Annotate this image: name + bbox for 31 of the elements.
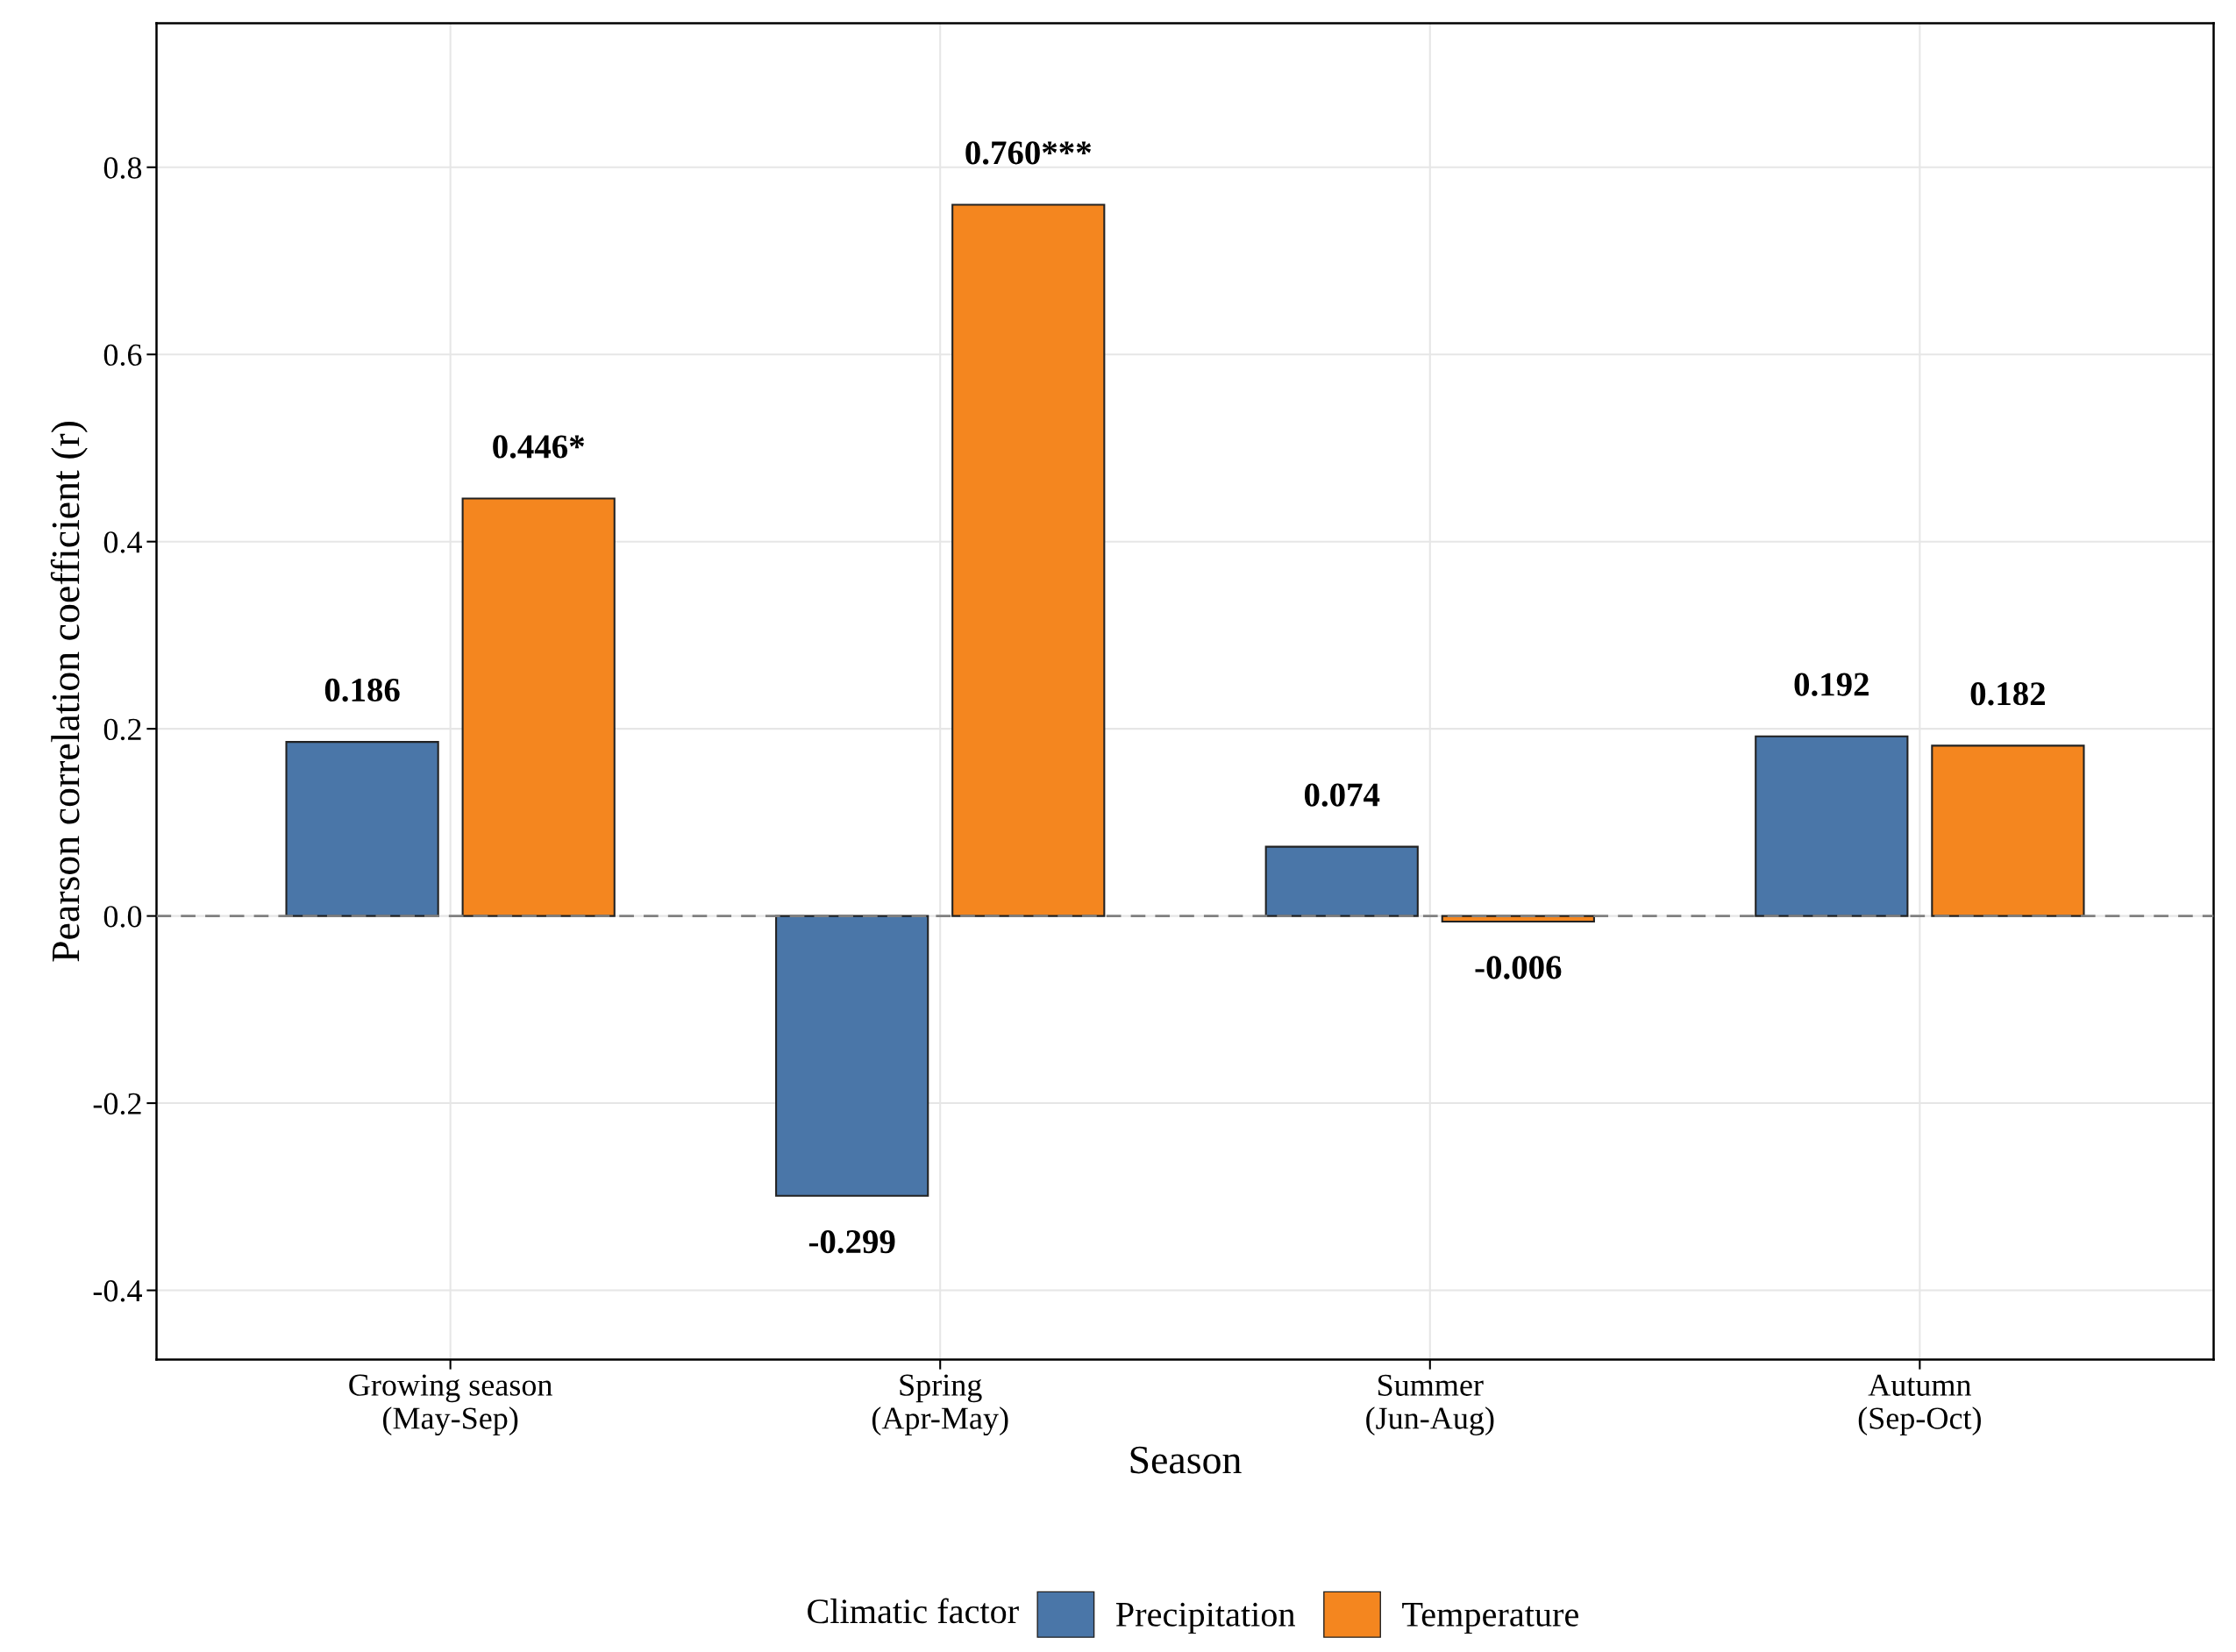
x-tick-label: Spring (Apr-May) (872, 1374, 1008, 1436)
bar (951, 203, 1106, 917)
legend-title: Climatic factor (808, 1598, 1019, 1624)
y-tick-label: 0.0 (103, 906, 142, 928)
x-tick-label: Growing season (May-Sep) (349, 1374, 552, 1436)
bar (1755, 735, 1909, 917)
y-tick-label: -0.2 (93, 1093, 141, 1115)
y-tick-label: 0.4 (103, 531, 142, 553)
legend-label: Temperature (1402, 1603, 1578, 1634)
data-label: 0.074 (1304, 783, 1380, 807)
x-tick-label: Autumn (Sep-Oct) (1858, 1374, 1981, 1436)
bar (775, 915, 929, 1197)
data-label: 0.186 (324, 678, 400, 702)
data-label: -0.006 (1475, 956, 1562, 979)
y-tick-label: 0.8 (103, 157, 142, 179)
legend-label: Precipitation (1115, 1602, 1295, 1634)
y-tick-label: 0.2 (103, 718, 141, 741)
bar (1931, 744, 2085, 917)
data-label: 0.182 (1970, 682, 2045, 706)
y-tick-label: -0.4 (93, 1280, 142, 1302)
bar (1264, 845, 1419, 917)
data-label: -0.299 (808, 1229, 895, 1254)
data-label: 0.446* (493, 435, 585, 459)
data-label: 0.192 (1794, 673, 1869, 696)
y-tick-label: 0.6 (103, 344, 142, 367)
bar (461, 497, 616, 917)
bar (285, 741, 439, 917)
x-axis-title: Season (1130, 1446, 1242, 1474)
data-label: 0.760*** (965, 141, 1092, 165)
y-axis-title: Pearson correlation coefficient (r) (50, 422, 88, 962)
x-tick-label: Summer (Jun-Aug) (1366, 1374, 1494, 1436)
